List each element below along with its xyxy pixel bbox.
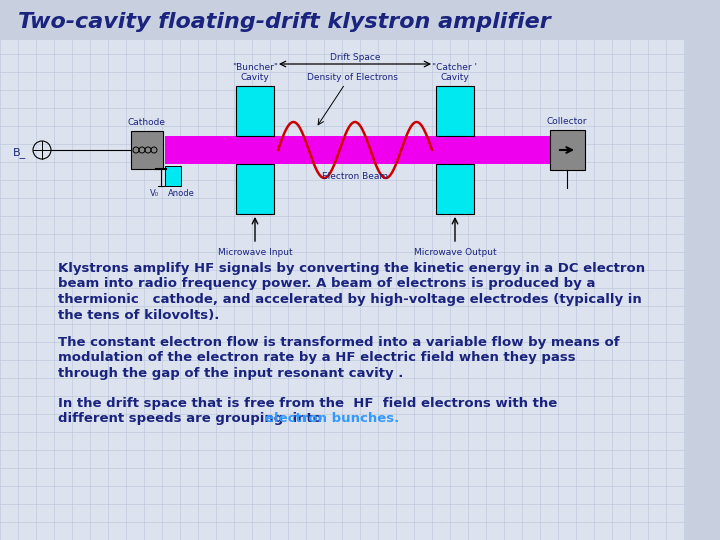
Bar [165, 166, 181, 186]
Text: modulation of the electron rate by a HF electric field when they pass: modulation of the electron rate by a HF … [58, 352, 575, 365]
Bar [436, 86, 474, 136]
Text: "Buncher"
Cavity: "Buncher" Cavity [232, 63, 278, 82]
Text: "Catcher '
Cavity: "Catcher ' Cavity [433, 63, 477, 82]
Bar [436, 164, 474, 214]
Text: Drift Space: Drift Space [330, 53, 380, 62]
Text: Electron Beam: Electron Beam [322, 172, 388, 181]
Bar [165, 136, 555, 164]
Text: Density of Electrons: Density of Electrons [307, 73, 397, 82]
Text: Cathode: Cathode [128, 118, 166, 127]
Bar [685, 0, 720, 540]
Bar [131, 131, 163, 169]
Text: through the gap of the input resonant cavity .: through the gap of the input resonant ca… [58, 367, 403, 380]
Text: Anode: Anode [168, 190, 194, 199]
Text: Klystrons amplify HF signals by converting the kinetic energy in a DC electron: Klystrons amplify HF signals by converti… [58, 262, 645, 275]
Bar [236, 164, 274, 214]
Text: Two-cavity floating-drift klystron amplifier: Two-cavity floating-drift klystron ampli… [18, 12, 551, 32]
Text: The constant electron flow is transformed into a variable flow by means of: The constant electron flow is transforme… [58, 336, 620, 349]
Text: B_: B_ [14, 147, 27, 158]
Bar [550, 130, 585, 170]
Text: electron bunches.: electron bunches. [265, 412, 400, 425]
Text: the tens of kilovolts).: the tens of kilovolts). [58, 308, 220, 321]
Text: thermionic   cathode, and accelerated by high-voltage electrodes (typically in: thermionic cathode, and accelerated by h… [58, 293, 642, 306]
Text: Microwave Output: Microwave Output [414, 248, 496, 257]
Text: Microwave Input: Microwave Input [217, 248, 292, 257]
Text: V₀: V₀ [150, 190, 160, 199]
Text: In the drift space that is free from the  HF  field electrons with the: In the drift space that is free from the… [58, 396, 557, 409]
Text: beam into radio frequency power. A beam of electrons is produced by a: beam into radio frequency power. A beam … [58, 278, 595, 291]
Text: Collector: Collector [546, 117, 588, 126]
Text: different speeds are grouping  into: different speeds are grouping into [58, 412, 327, 425]
Bar [0, 0, 685, 40]
Bar [236, 86, 274, 136]
